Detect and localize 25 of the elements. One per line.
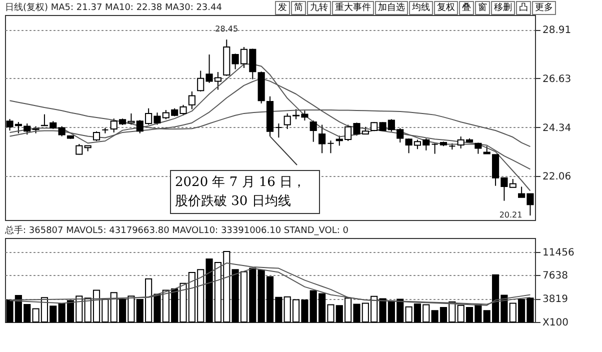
y-tick-label: 28.91: [542, 25, 572, 36]
y-tick-label: 24.34: [542, 122, 572, 134]
toolbar-button: 均线: [409, 1, 433, 15]
toolbar-button: 叠: [459, 1, 474, 15]
y-tick-label: 11456: [542, 247, 574, 258]
annotation: 2020 年 7 月 16 日，股价跌破 30 日均线: [170, 170, 320, 214]
y-tick-label: X100: [542, 318, 568, 328]
annotation: 28.45: [215, 24, 238, 34]
y-tick-label: 26.63: [542, 74, 572, 85]
chart-title: 总手: 365807 MAVOL5: 43179663.80 MAVOL10: 33391006.10 STAND_VOL: 0: [4, 225, 349, 236]
toolbar-button: 凸: [516, 1, 531, 15]
toolbar-button: 重大事件: [332, 1, 374, 15]
toolbar-button: 九转: [307, 1, 331, 15]
y-tick-label: 22.06: [542, 172, 572, 183]
toolbar-button: 更多: [532, 1, 556, 15]
chart-title: 日线(复权) MA5: 21.37 MA10: 22.38 MA30: 23.44: [5, 2, 222, 13]
toolbar-button: 复权: [434, 1, 458, 15]
toolbar-button: 加自选: [375, 1, 408, 15]
y-tick-label: 7638: [542, 270, 568, 282]
toolbar-button: 发: [275, 1, 290, 15]
toolbar-button: 移删: [491, 1, 515, 15]
toolbar-button: 窗: [475, 1, 490, 15]
toolbar-button: 简: [291, 1, 306, 15]
annotation: 20.21: [499, 210, 522, 220]
y-tick-label: 3819: [542, 294, 568, 306]
